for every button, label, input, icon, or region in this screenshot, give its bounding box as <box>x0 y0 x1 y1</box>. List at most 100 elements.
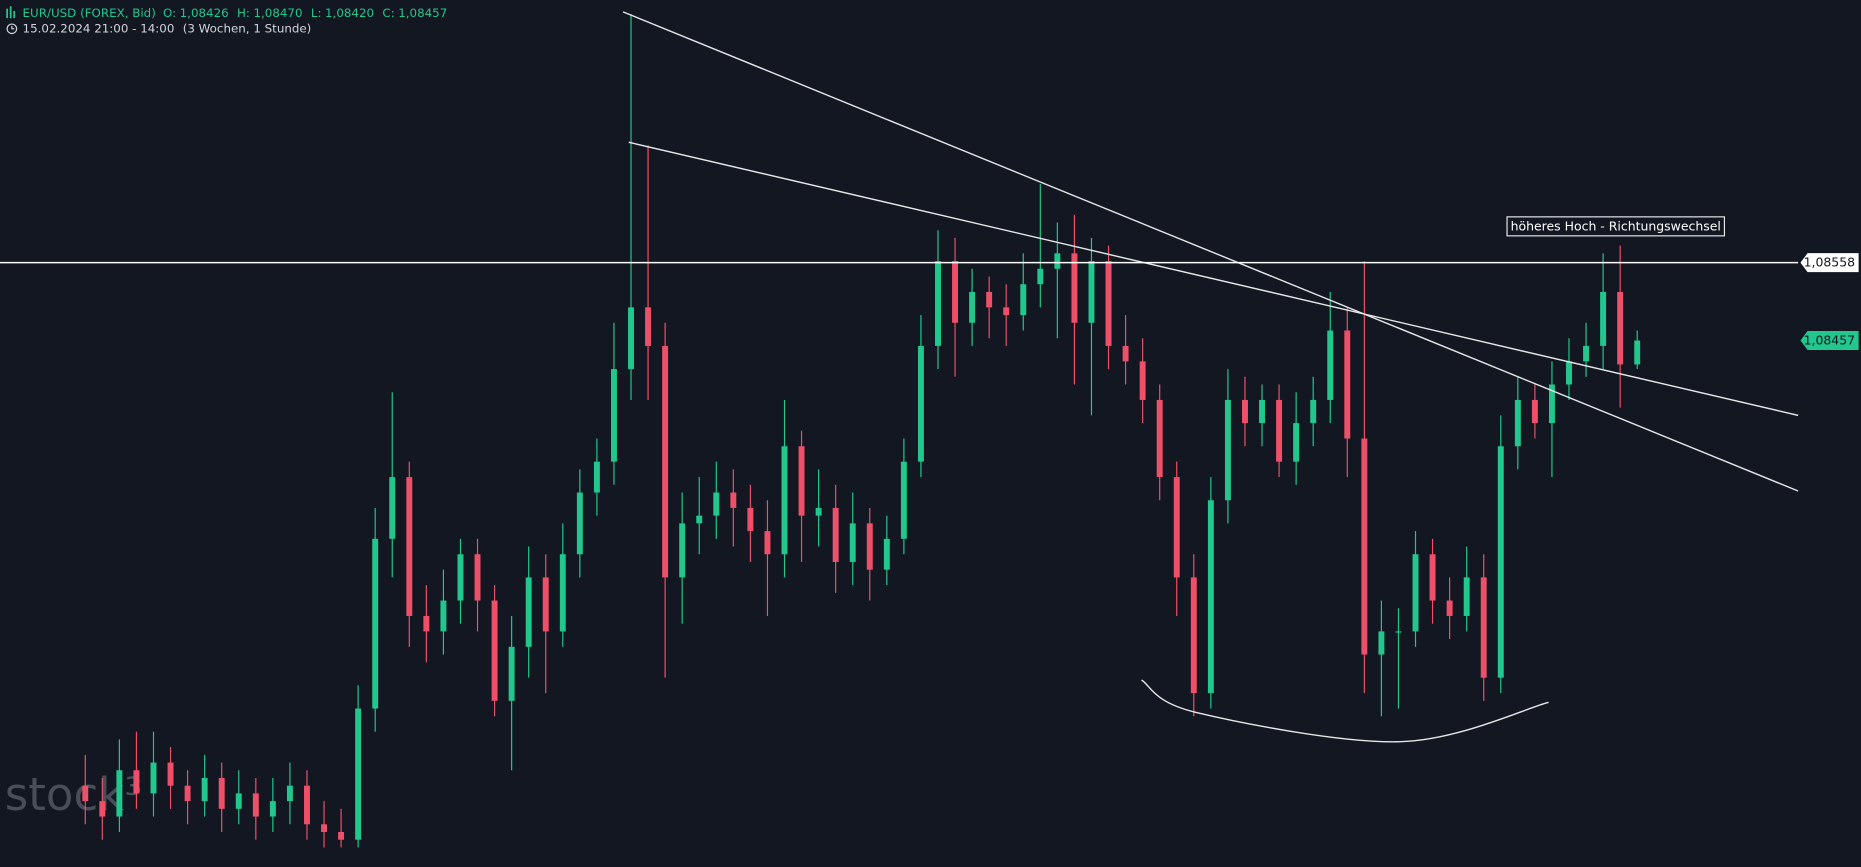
candle-body <box>201 777 208 802</box>
candle-body <box>1412 554 1419 632</box>
candle-body <box>1617 291 1624 365</box>
candle-body <box>679 523 686 578</box>
ohlc-label: H: <box>237 6 250 20</box>
candle-body <box>952 261 959 323</box>
ohlc-value: 1,08426 <box>180 6 229 20</box>
candle-body <box>1037 268 1044 285</box>
date-range: 15.02.2024 21:00 - 14:00 <box>23 21 175 35</box>
candle-body <box>1241 399 1248 424</box>
candle-body <box>99 801 106 817</box>
candle-body <box>1327 330 1334 400</box>
candle-body <box>1429 554 1436 601</box>
candle-body <box>1463 577 1470 616</box>
candle-body <box>781 446 788 555</box>
candle-body <box>1190 577 1197 694</box>
candle-body <box>235 793 242 809</box>
candle-body <box>628 307 634 370</box>
candle-body <box>576 492 583 555</box>
candle-body <box>730 492 737 508</box>
candle-body <box>508 646 515 701</box>
candle-body <box>1531 399 1538 424</box>
candle-body <box>935 261 941 346</box>
candle-body <box>1395 631 1402 633</box>
candle-body <box>252 793 259 817</box>
candle-body <box>1088 261 1095 323</box>
trendline <box>622 11 1799 492</box>
candle-body <box>406 477 413 616</box>
candle-body <box>1480 577 1487 678</box>
candle-body <box>321 824 327 832</box>
ohlc-value: 1,08470 <box>253 6 302 20</box>
curve <box>1141 679 1549 743</box>
candle-body <box>1276 399 1283 462</box>
candle-body <box>969 291 976 323</box>
candle-body <box>832 507 839 562</box>
candle-body <box>559 554 566 632</box>
candle-body <box>1054 253 1061 269</box>
candle-body <box>815 507 822 516</box>
ohlc-label: C: <box>382 6 394 20</box>
annotation-box <box>1506 216 1726 237</box>
candle-body <box>900 461 907 539</box>
candle-body <box>372 538 379 709</box>
candle-body <box>269 801 276 817</box>
candle-body <box>167 762 174 786</box>
ohlc-label: L: <box>311 6 322 20</box>
candle-body <box>662 345 669 578</box>
candle-body <box>1122 345 1129 362</box>
candle-body <box>184 785 191 802</box>
candle-body <box>1003 307 1010 316</box>
price-tag-label: 1,08558 <box>1804 255 1856 270</box>
clock-icon <box>6 23 18 35</box>
candle-body <box>866 523 873 570</box>
candle-body <box>525 577 532 647</box>
price-tag-label: 1,08457 <box>1804 333 1856 348</box>
ohlc-label: O: <box>163 6 176 20</box>
candle-body <box>1224 399 1231 501</box>
price-tag <box>1800 331 1859 351</box>
candle-body <box>1156 399 1163 478</box>
candle-body <box>696 515 703 524</box>
candle-body <box>747 507 754 532</box>
candle-body <box>986 291 993 308</box>
candle-body <box>1548 384 1555 424</box>
candle-body <box>338 831 345 840</box>
symbol: EUR/USD (FOREX, Bid) <box>23 6 156 20</box>
candle-body <box>304 785 310 825</box>
candle-body <box>116 770 123 817</box>
candle-body <box>1310 399 1317 424</box>
candle-body <box>133 770 140 794</box>
candle-body <box>286 785 293 802</box>
candle-body <box>1634 340 1641 365</box>
candle-body <box>764 531 771 555</box>
candle-body <box>1020 284 1027 316</box>
candle-body <box>491 600 498 701</box>
candle-body <box>1259 399 1265 424</box>
price-tag <box>1800 253 1859 273</box>
candle-body <box>474 554 481 601</box>
candle-body <box>1583 345 1590 362</box>
candle-body <box>150 762 157 794</box>
candle-body <box>542 577 549 632</box>
annotation-text: höheres Hoch - Richtungswechsel <box>1511 218 1721 233</box>
candle-body <box>1497 446 1504 678</box>
candle-body <box>1173 477 1180 578</box>
candle-body <box>1361 438 1368 655</box>
candle-body <box>1139 361 1146 400</box>
candle-body <box>610 369 617 462</box>
candle-body <box>1105 261 1112 346</box>
candle-body <box>423 615 430 632</box>
candle-body <box>355 708 362 840</box>
ohlc-value: 1,08457 <box>398 6 447 20</box>
candle-body <box>1293 423 1300 462</box>
candle-body <box>1207 500 1214 694</box>
candle-body <box>849 523 856 562</box>
candle-body <box>713 492 720 516</box>
candle-body <box>1600 291 1607 346</box>
trendline <box>628 141 1799 417</box>
candle-body <box>457 554 464 601</box>
clock-hand <box>11 25 15 30</box>
date-span: (3 Wochen, 1 Stunde) <box>183 21 312 35</box>
